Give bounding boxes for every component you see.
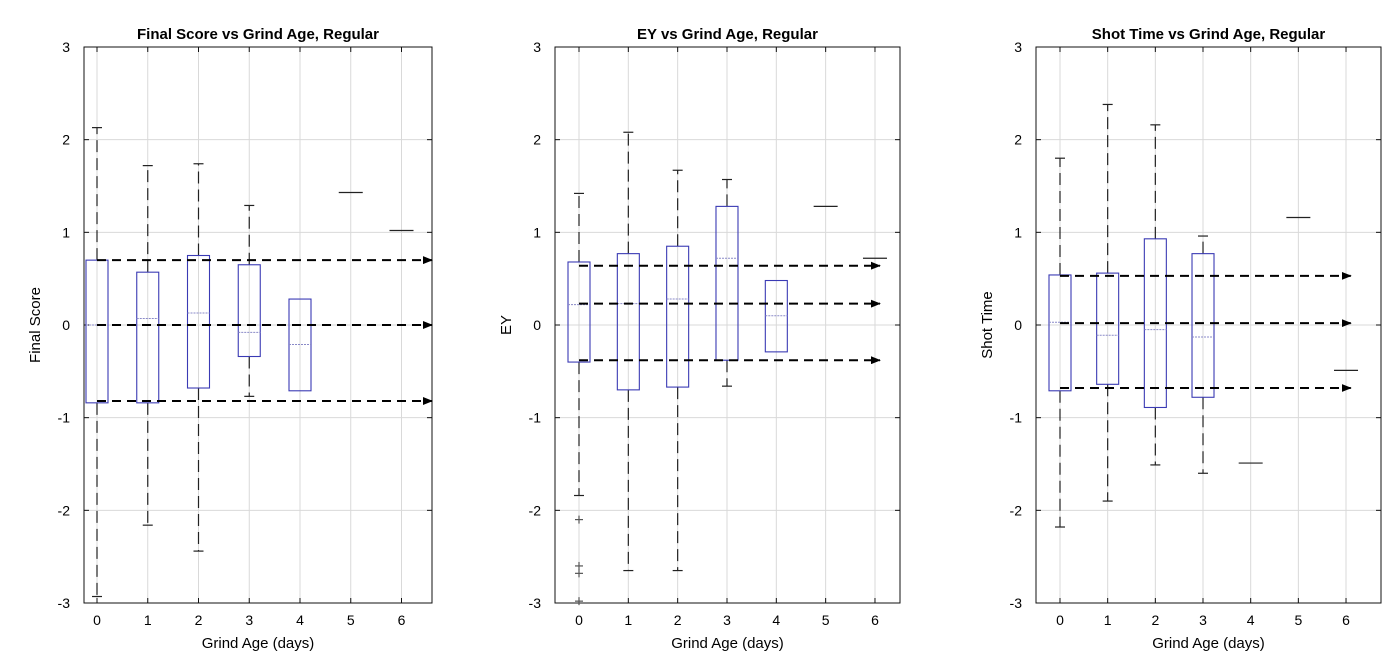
y-tick-label: 3 <box>62 39 70 55</box>
y-tick-label: -2 <box>529 502 542 518</box>
y-tick-label: -3 <box>58 595 71 611</box>
box-1 <box>136 165 160 526</box>
y-tick-label: 1 <box>533 224 541 240</box>
x-tick-label: 1 <box>144 612 152 628</box>
outlier-point <box>575 515 583 524</box>
box-body <box>186 254 211 389</box>
x-axis-label: Grind Age (days) <box>671 635 784 652</box>
x-tick-label: 5 <box>347 612 355 628</box>
box-body <box>1096 272 1120 385</box>
chart-panel-3: -3 -2 -1 0 1 2 3 0 1 2 3 4 5 6 Shot Time vs Grind Age,… <box>979 26 1382 652</box>
box-body <box>666 245 690 388</box>
y-tick-label: 2 <box>62 132 70 148</box>
chart-title: Shot Time vs Grind Age, Regular <box>1092 26 1326 43</box>
y-tick-label: 3 <box>1014 39 1022 55</box>
x-tick-label: 4 <box>772 612 780 628</box>
y-tick-label: -1 <box>58 410 71 426</box>
x-tick-label: 0 <box>1056 612 1064 628</box>
box-body <box>715 205 739 361</box>
y-tick-label: 0 <box>533 317 541 333</box>
y-tick-label: 2 <box>1014 132 1022 148</box>
x-tick-label: 2 <box>195 612 203 628</box>
y-tick-label: 1 <box>1014 224 1022 240</box>
x-axis-label: Grind Age (days) <box>1152 635 1265 652</box>
box-2 <box>666 169 690 572</box>
x-tick-label: 3 <box>245 612 253 628</box>
box-3 <box>1191 235 1215 474</box>
x-tick-label: 4 <box>296 612 304 628</box>
x-tick-label: 3 <box>1199 612 1207 628</box>
box-3 <box>715 178 739 387</box>
y-tick-label: 0 <box>62 317 70 333</box>
y-tick-label: -2 <box>1010 502 1023 518</box>
box-4 <box>288 298 312 392</box>
box-0 <box>567 192 591 606</box>
x-tick-label: 0 <box>575 612 583 628</box>
y-tick-label: -1 <box>1010 410 1023 426</box>
x-axis-label: Grind Age (days) <box>202 635 315 652</box>
x-tick-label: 6 <box>871 612 879 628</box>
box-1 <box>1096 103 1120 502</box>
x-tick-label: 4 <box>1247 612 1255 628</box>
y-tick-label: -2 <box>58 502 71 518</box>
y-tick-label: -3 <box>1010 595 1023 611</box>
x-tick-label: 2 <box>674 612 682 628</box>
x-tick-label: 1 <box>624 612 632 628</box>
x-tick-label: 3 <box>723 612 731 628</box>
chart-title: EY vs Grind Age, Regular <box>637 26 818 43</box>
outlier-point <box>575 569 583 578</box>
outlier-point <box>575 597 583 606</box>
x-tick-label: 2 <box>1151 612 1159 628</box>
chart-panel-2: -3 -2 -1 0 1 2 3 0 1 2 3 4 5 6 EY vs Grind Age, Regula… <box>498 26 901 652</box>
y-tick-label: 3 <box>533 39 541 55</box>
box-body <box>1191 253 1215 398</box>
y-tick-label: -3 <box>529 595 542 611</box>
box-body <box>237 264 261 358</box>
x-tick-label: 0 <box>93 612 101 628</box>
x-tick-label: 6 <box>398 612 406 628</box>
outlier-point <box>575 561 583 570</box>
box-1 <box>616 131 640 572</box>
box-body <box>136 271 160 404</box>
chart-panel-1: -3 -2 -1 0 1 2 3 0 1 2 3 4 5 6 Final Score vs Grind Ag… <box>27 26 433 652</box>
x-tick-label: 6 <box>1342 612 1350 628</box>
x-tick-label: 5 <box>822 612 830 628</box>
x-tick-label: 1 <box>1104 612 1112 628</box>
box-2 <box>186 163 211 552</box>
x-tick-label: 5 <box>1294 612 1302 628</box>
box-body <box>616 253 640 391</box>
y-axis-label: Final Score <box>27 287 44 363</box>
y-axis-label: EY <box>498 315 515 335</box>
y-tick-label: 2 <box>533 132 541 148</box>
box-3 <box>237 204 261 397</box>
chart-title: Final Score vs Grind Age, Regular <box>137 26 379 43</box>
y-tick-label: 1 <box>62 224 70 240</box>
y-tick-label: -1 <box>529 410 542 426</box>
y-axis-label: Shot Time <box>979 291 996 359</box>
box-body <box>567 261 591 363</box>
y-tick-label: 0 <box>1014 317 1022 333</box>
box-4 <box>764 279 788 353</box>
